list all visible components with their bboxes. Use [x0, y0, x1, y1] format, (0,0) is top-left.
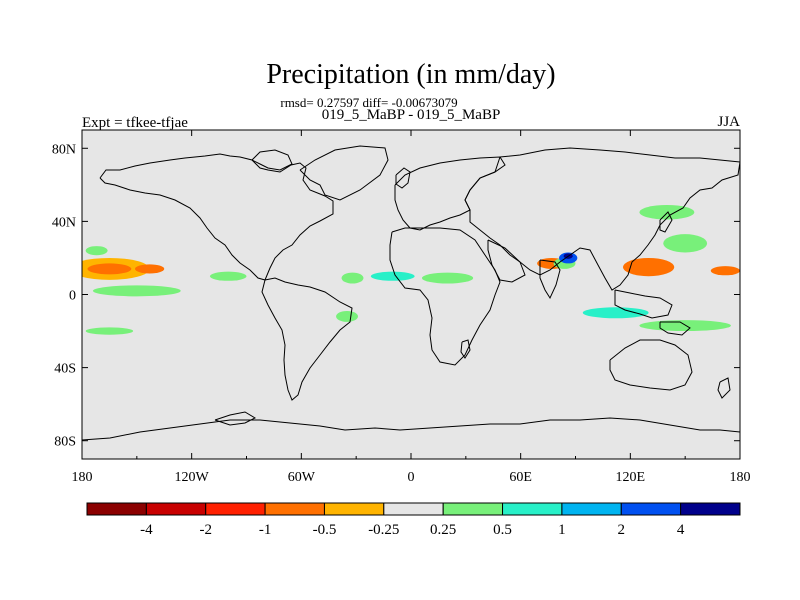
x-tick-label: 60E	[509, 470, 532, 485]
anomaly-atlantic-green-west	[341, 272, 364, 284]
colorbar-label: 0.25	[430, 522, 456, 538]
coastline-madagascar	[460, 339, 471, 359]
anomaly-africa-green	[421, 272, 474, 284]
coastline-india	[539, 259, 561, 300]
anomaly-amazon-orange	[281, 290, 304, 299]
anomaly-pacific-north-orange-2	[102, 231, 121, 241]
anomaly-indian-ocean-orange	[518, 286, 545, 296]
colorbar: -4 -2 -1 -0.5 -0.25 0.25 0.5 1 2 4	[86, 502, 741, 538]
anomaly-contours	[82, 204, 740, 386]
coastline-north-america	[99, 153, 334, 281]
coastline-maritime	[614, 289, 673, 319]
anomaly-atlantic-orange	[356, 296, 393, 308]
colorbar-swatch	[323, 502, 385, 516]
stats-line: rmsd= 0.27597 diff= -0.00673079	[280, 95, 457, 110]
anomaly-china-orange	[604, 220, 627, 230]
colorbar-swatch	[442, 502, 504, 516]
coastline-australia	[609, 339, 693, 391]
anomaly-africa-orange	[487, 272, 518, 288]
coastlines	[82, 145, 740, 441]
anomaly-pacific-north-red	[87, 263, 132, 275]
anomaly-maritime-continent-orange	[621, 292, 677, 304]
y-tick-label: 0	[69, 289, 76, 304]
coastline-antarctica	[82, 417, 740, 441]
chart-subtitle: 019_5_MaBP - 019_5_MaBP	[322, 107, 501, 123]
anomaly-pacific-north-green	[85, 246, 108, 256]
colorbar-swatch	[383, 502, 444, 516]
colorbar-swatch	[205, 502, 266, 516]
colorbar-label: 2	[618, 522, 626, 538]
x-tick-label: 180	[730, 470, 751, 485]
coastline-japan	[659, 211, 673, 233]
coastline-new-zealand	[717, 377, 731, 399]
y-tick-label: 80N	[52, 142, 76, 157]
anomaly-mexico-orange	[279, 248, 309, 260]
x-tick-label: 120E	[616, 470, 646, 485]
anomaly-pacific-south-orange	[94, 305, 161, 313]
coastline-asia	[464, 147, 740, 291]
coastline-south-america	[261, 277, 353, 401]
anomaly-indian-ocean-south-teal	[582, 307, 649, 319]
colorbar-label: -0.25	[368, 522, 399, 538]
anomaly-pacific-south-green	[85, 327, 134, 335]
anomaly-south-indian-orange	[517, 378, 532, 386]
colorbar-label: -4	[140, 522, 153, 538]
chart-title: Precipitation (in mm/day)	[266, 59, 555, 90]
coastline-uk	[395, 167, 411, 189]
colorbar-label: -1	[259, 522, 272, 538]
anomaly-west-pacific-east-red	[710, 266, 740, 276]
colorbar-label: -0.5	[313, 522, 337, 538]
x-tick-label: 180	[72, 470, 93, 485]
anomaly-east-asia-green	[639, 204, 695, 220]
plot-area	[81, 129, 741, 460]
anomaly-west-pacific-north-red	[623, 257, 675, 277]
colorbar-swatch	[680, 502, 741, 516]
anomaly-pacific-north-red-east	[135, 264, 165, 274]
experiment-label: Expt = tfkee-tfjae	[82, 115, 188, 131]
colorbar-swatch	[145, 502, 207, 516]
coastline-baffin	[251, 149, 293, 171]
y-tick-label: 40S	[54, 362, 76, 377]
anomaly-central-pacific-green	[209, 271, 247, 281]
x-tick-label: 0	[408, 470, 415, 485]
colorbar-swatch	[86, 502, 147, 516]
colorbar-swatch	[561, 502, 622, 516]
y-tick-label: 40N	[52, 215, 76, 230]
anomaly-pacific-equator-green	[92, 285, 181, 297]
coastline-new-guinea	[659, 321, 691, 336]
coastline-antarctic-peninsula	[214, 411, 257, 426]
colorbar-label: 1	[558, 522, 566, 538]
colorbar-swatch	[264, 502, 325, 516]
x-tick-label: 120W	[175, 470, 210, 485]
coastline-arabia	[487, 239, 526, 283]
y-tick-label: 80S	[54, 435, 76, 450]
anomaly-atlantic-teal	[370, 271, 415, 281]
colorbar-swatch	[502, 502, 563, 516]
colorbar-label: 0.5	[493, 522, 512, 538]
colorbar-swatch	[620, 502, 682, 516]
season-label: JJA	[717, 114, 740, 130]
coastline-africa	[389, 227, 501, 366]
anomaly-brazil-green	[336, 310, 358, 322]
x-axis: 180 120W 60W 0 60E 120E 180	[72, 130, 751, 485]
y-axis: 80N 40N 0 40S 80S	[52, 142, 740, 450]
colorbar-label: 4	[677, 522, 685, 538]
anomaly-west-pacific-green	[663, 234, 708, 253]
colorbar-label: -2	[199, 522, 212, 538]
coastline-greenland	[299, 145, 389, 201]
x-tick-label: 60W	[288, 470, 316, 485]
